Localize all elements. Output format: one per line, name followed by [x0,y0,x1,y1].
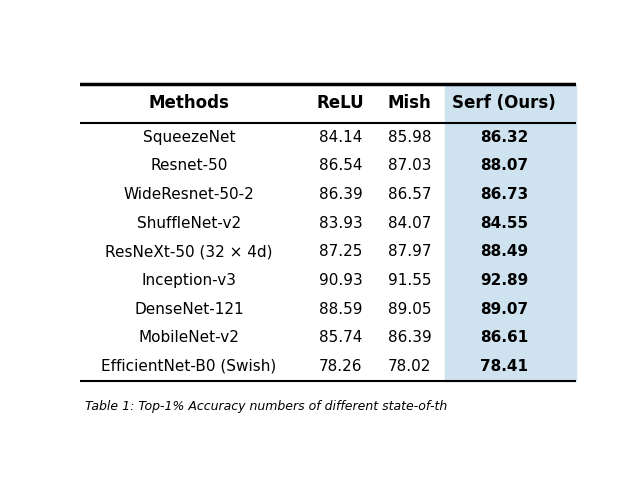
Text: Mish: Mish [388,94,432,112]
Text: 87.03: 87.03 [388,158,431,174]
Text: 83.93: 83.93 [319,215,362,230]
Text: 78.26: 78.26 [319,359,362,374]
Text: Resnet-50: Resnet-50 [150,158,228,174]
Text: 86.57: 86.57 [388,187,431,202]
Text: 88.07: 88.07 [480,158,528,174]
Text: 87.97: 87.97 [388,244,431,259]
Text: EfficientNet-B0 (Swish): EfficientNet-B0 (Swish) [102,359,276,374]
Text: 78.41: 78.41 [480,359,528,374]
Text: 86.39: 86.39 [388,330,432,345]
Text: Serf (Ours): Serf (Ours) [452,94,556,112]
Text: 86.39: 86.39 [319,187,362,202]
Text: 88.59: 88.59 [319,302,362,317]
Text: Table 1: Top-1% Accuracy numbers of different state-of-th: Table 1: Top-1% Accuracy numbers of diff… [85,400,447,413]
Text: 92.89: 92.89 [480,273,528,288]
Text: Methods: Methods [148,94,230,112]
Text: Inception-v3: Inception-v3 [141,273,237,288]
Text: 89.05: 89.05 [388,302,431,317]
Text: 84.55: 84.55 [480,215,528,230]
Text: 85.74: 85.74 [319,330,362,345]
Text: 89.07: 89.07 [480,302,528,317]
Text: 85.98: 85.98 [388,130,431,145]
Text: 86.61: 86.61 [480,330,528,345]
Bar [445,84,576,381]
Text: 88.49: 88.49 [480,244,528,259]
Text: MobileNet-v2: MobileNet-v2 [139,330,239,345]
Text: ResNeXt-50 (32 × 4d): ResNeXt-50 (32 × 4d) [106,244,273,259]
Text: 90.93: 90.93 [319,273,362,288]
Text: 84.14: 84.14 [319,130,362,145]
Text: ReLU: ReLU [317,94,364,112]
Text: 87.25: 87.25 [319,244,362,259]
Text: WideResnet-50-2: WideResnet-50-2 [124,187,255,202]
Text: ShuffleNet-v2: ShuffleNet-v2 [137,215,241,230]
Text: SqueezeNet: SqueezeNet [143,130,236,145]
Text: DenseNet-121: DenseNet-121 [134,302,244,317]
Text: 86.54: 86.54 [319,158,362,174]
Text: 91.55: 91.55 [388,273,431,288]
Text: 84.07: 84.07 [388,215,431,230]
Text: 86.73: 86.73 [480,187,528,202]
Text: 86.32: 86.32 [480,130,528,145]
Text: 78.02: 78.02 [388,359,431,374]
